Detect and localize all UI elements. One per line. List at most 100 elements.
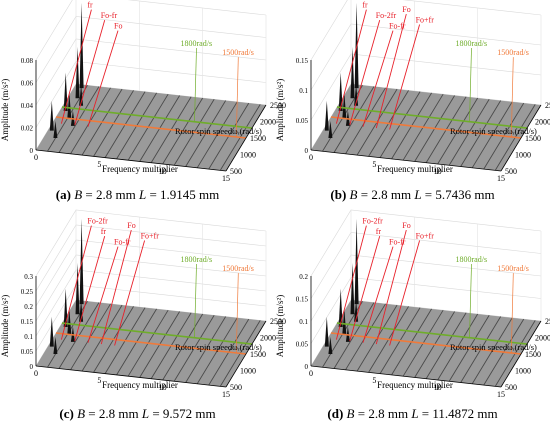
x-axis-label: Frequency multiplier — [377, 164, 453, 174]
frequency-annotation: Fo-fr — [389, 22, 406, 31]
annotation-arrow — [349, 20, 381, 126]
z-tick-label: 0.05 — [296, 117, 309, 125]
z-tick-label: 0.05 — [21, 348, 34, 356]
frequency-annotation: Fo-fr — [389, 238, 406, 247]
x-tick-label: 5 — [97, 160, 101, 169]
frequency-annotation: Fo-2fr — [362, 217, 383, 226]
spectral-peak — [53, 336, 58, 355]
y-tick-label: 500 — [230, 383, 242, 392]
y-tick-label: 1000 — [240, 151, 256, 160]
annotation-arrow — [114, 240, 146, 346]
speed-line — [61, 322, 253, 345]
x-axis-label: Frequency multiplier — [377, 380, 453, 390]
y-tick-label: 1000 — [240, 367, 256, 376]
annotation-arrow — [362, 246, 394, 343]
frequency-annotation: Fo — [402, 5, 410, 14]
spectral-peak — [53, 120, 58, 139]
y-axis-label: Rotor spin speedωᵣ(rad/s) — [175, 126, 262, 136]
speed-pointer — [469, 48, 472, 122]
speed-line — [61, 106, 253, 129]
x-tick-label: 0 — [309, 153, 313, 162]
spectral-peak — [350, 262, 355, 315]
x-tick-label: 0 — [34, 369, 38, 378]
speed-label: 1800rad/s — [456, 255, 488, 264]
x-axis — [35, 365, 227, 388]
spectral-peak — [49, 100, 54, 131]
x-axis-label: Frequency multiplier — [102, 380, 178, 390]
spectral-peak — [49, 316, 54, 347]
speed-line — [336, 106, 528, 129]
z-tick-label: 0 — [30, 363, 34, 371]
speed-label: 1500rad/s — [497, 264, 529, 273]
speed-pointer — [510, 57, 514, 137]
spectral-peak — [63, 72, 68, 112]
y-axis — [225, 104, 267, 172]
spectral-peak — [342, 92, 347, 119]
z-axis-label: Amplitude (m/s²) — [275, 295, 285, 357]
x-tick-label: 15 — [497, 390, 505, 399]
annotation-arrow — [375, 13, 407, 129]
caption-d: (d) B = 2.8 mm L = 11.4872 mm — [327, 406, 498, 421]
y-axis — [500, 104, 542, 172]
z-tick-label: 0.06 — [21, 80, 34, 88]
y-axis-label: Rotor spin speedωᵣ(rad/s) — [175, 342, 262, 352]
z-tick-label: 0.15 — [296, 57, 309, 65]
annotation-arrow — [389, 24, 421, 130]
frequency-annotation: Fo — [402, 221, 410, 230]
x-tick-label: 0 — [34, 153, 38, 162]
frequency-annotation: Fo+fr — [416, 232, 435, 241]
annotation-arrow — [60, 9, 92, 124]
x-axis-label: Frequency multiplier — [102, 164, 178, 174]
y-tick-label: 2500 — [270, 317, 286, 326]
y-tick-label: 1500 — [250, 134, 266, 143]
frequency-annotation: fr — [362, 1, 368, 10]
z-tick-label: 0.15 — [21, 318, 34, 326]
x-axis — [310, 149, 502, 172]
spectral-peak — [338, 288, 343, 328]
annotation-arrow — [375, 229, 407, 345]
x-tick-label: 10 — [434, 167, 442, 176]
frequency-annotation: fr — [87, 1, 93, 10]
x-axis — [35, 149, 227, 172]
speed-line — [330, 116, 522, 139]
annotation-arrow — [362, 30, 394, 127]
annotation-arrow — [87, 30, 119, 127]
panel-d: 1800rad/s 1500rad/s 0 5 10 15 500 1000 1500 2000 2… — [275, 209, 550, 432]
y-tick-label: 1500 — [250, 350, 266, 359]
z-tick-label: 0.04 — [21, 102, 34, 110]
z-axis-label: Amplitude (m/s²) — [275, 79, 285, 141]
speed-label: 1800rad/s — [181, 255, 213, 264]
spectral-peak — [324, 316, 329, 347]
speed-label: 1800rad/s — [456, 39, 488, 48]
z-tick-label: 0 — [30, 147, 34, 155]
speed-pointer — [469, 264, 472, 338]
caption-b: (b) B = 2.8 mm L = 5.7436 mm — [330, 187, 495, 202]
z-tick-label: 0.1 — [24, 333, 33, 341]
y-tick-label: 1500 — [525, 350, 541, 359]
frequency-annotation: Fo — [127, 221, 135, 230]
speed-line — [55, 116, 247, 139]
y-tick-label: 2500 — [270, 101, 286, 110]
y-axis-label: Rotor spin speedωᵣ(rad/s) — [450, 342, 537, 352]
annotation-arrow — [74, 20, 106, 126]
x-tick-label: 15 — [222, 174, 230, 183]
speed-line — [55, 332, 247, 355]
annotation-arrow — [349, 236, 381, 342]
annotation-arrow — [60, 225, 92, 340]
speed-label: 1800rad/s — [181, 39, 213, 48]
z-tick-label: 0.25 — [21, 288, 34, 296]
panel-b: 1800rad/s 1500rad/s 0 5 10 15 500 1000 1500 2000 2… — [275, 0, 550, 216]
speed-pointer — [194, 264, 197, 338]
spectral-peak — [338, 72, 343, 112]
panel-a: 1800rad/s 1500rad/s 0 5 10 15 500 1000 1500 2000 2… — [0, 0, 286, 216]
caption-c: (c) B = 2.8 mm L = 9.572 mm — [59, 406, 216, 421]
annotation-arrow — [389, 240, 421, 346]
speed-pointer — [510, 273, 514, 353]
annotation-arrow — [335, 9, 367, 124]
y-axis — [225, 320, 267, 388]
z-tick-label: 0.1 — [299, 87, 308, 95]
y-tick-label: 2000 — [260, 118, 276, 127]
spectral-peak — [67, 308, 72, 335]
y-tick-label: 1000 — [515, 151, 531, 160]
